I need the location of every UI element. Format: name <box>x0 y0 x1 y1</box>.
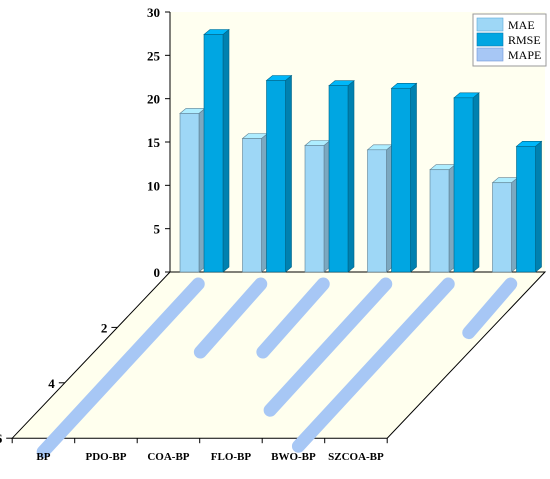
bar-mae <box>179 107 206 273</box>
x-tick-label: FLO-BP <box>211 451 252 463</box>
legend: MAE RMSE MAPE <box>472 13 547 67</box>
bar-rmse-side <box>222 28 230 273</box>
bar-rmse <box>390 82 418 273</box>
bar-mae-front <box>367 149 387 273</box>
z-tick-label: 20 <box>147 92 160 107</box>
floor <box>11 271 547 439</box>
bar-mae-front <box>304 145 325 273</box>
z-tick-label: 25 <box>147 48 161 63</box>
x-tick-label: SZCOA-BP <box>328 451 384 463</box>
x-tick-label: BP <box>36 451 50 463</box>
legend-swatch-mape <box>476 47 504 62</box>
bar-mae-front <box>492 182 512 273</box>
depth-tick-label: 6 <box>0 431 3 446</box>
mape-series <box>36 277 518 459</box>
bar-mae <box>491 177 519 273</box>
z-tick-label: 15 <box>147 135 161 150</box>
bar-mae-front <box>242 138 262 273</box>
z-tick-label: 10 <box>147 178 160 193</box>
bar-mae <box>241 132 269 273</box>
bar-rmse-front <box>328 85 349 273</box>
bar-rmse-front <box>266 80 286 273</box>
bar-rmse-front <box>453 97 474 273</box>
mape-ribbon <box>36 277 205 459</box>
legend-swatch-rmse <box>476 32 504 47</box>
legend-label-mae: MAE <box>508 18 535 32</box>
x-tick-label: PDO-BP <box>85 451 126 463</box>
bar-mae <box>366 144 394 273</box>
legend-swatch-mae <box>476 17 504 32</box>
bar-rmse-side <box>285 74 292 273</box>
mape-ribbon <box>256 277 330 359</box>
bar-rmse <box>265 74 293 273</box>
bar-rmse-side <box>347 80 355 273</box>
bar-rmse-side <box>410 82 417 273</box>
bar-rmse <box>515 140 543 273</box>
bar-series <box>179 28 543 273</box>
bar-rmse-front <box>203 34 224 273</box>
mape-ribbon <box>263 277 393 417</box>
bar-mae-front <box>429 169 450 273</box>
bar-rmse <box>203 28 230 273</box>
bar-rmse-side <box>472 92 480 273</box>
bar-mae-front <box>179 113 200 273</box>
bar-rmse <box>328 80 355 273</box>
bar-mae <box>429 164 456 273</box>
bar-rmse-front <box>391 87 411 273</box>
bar-rmse <box>453 92 480 273</box>
mape-ribbon <box>462 277 518 340</box>
depth-tick-label: 4 <box>48 376 55 391</box>
bar-rmse-side <box>535 140 542 273</box>
axes <box>6 11 545 444</box>
x-tick-label: COA-BP <box>147 451 189 463</box>
z-tick-label: 5 <box>154 222 161 237</box>
legend-label-mape: MAPE <box>508 48 541 62</box>
mape-ribbon <box>291 277 455 453</box>
z-tick-label: 0 <box>154 265 161 280</box>
bar-rmse-front <box>516 146 536 273</box>
x-tick-label: BWO-BP <box>271 451 316 463</box>
tick-labels: 0 5 10 15 20 25 30 2 4 6 BP PDO-BP COA-BP FLO-BP BWO-B… <box>0 5 384 463</box>
legend-label-rmse: RMSE <box>508 33 541 47</box>
z-tick-label: 30 <box>147 5 160 20</box>
mape-ribbon <box>193 277 268 359</box>
depth-tick-label: 2 <box>101 320 108 335</box>
bar-mae <box>304 139 331 273</box>
